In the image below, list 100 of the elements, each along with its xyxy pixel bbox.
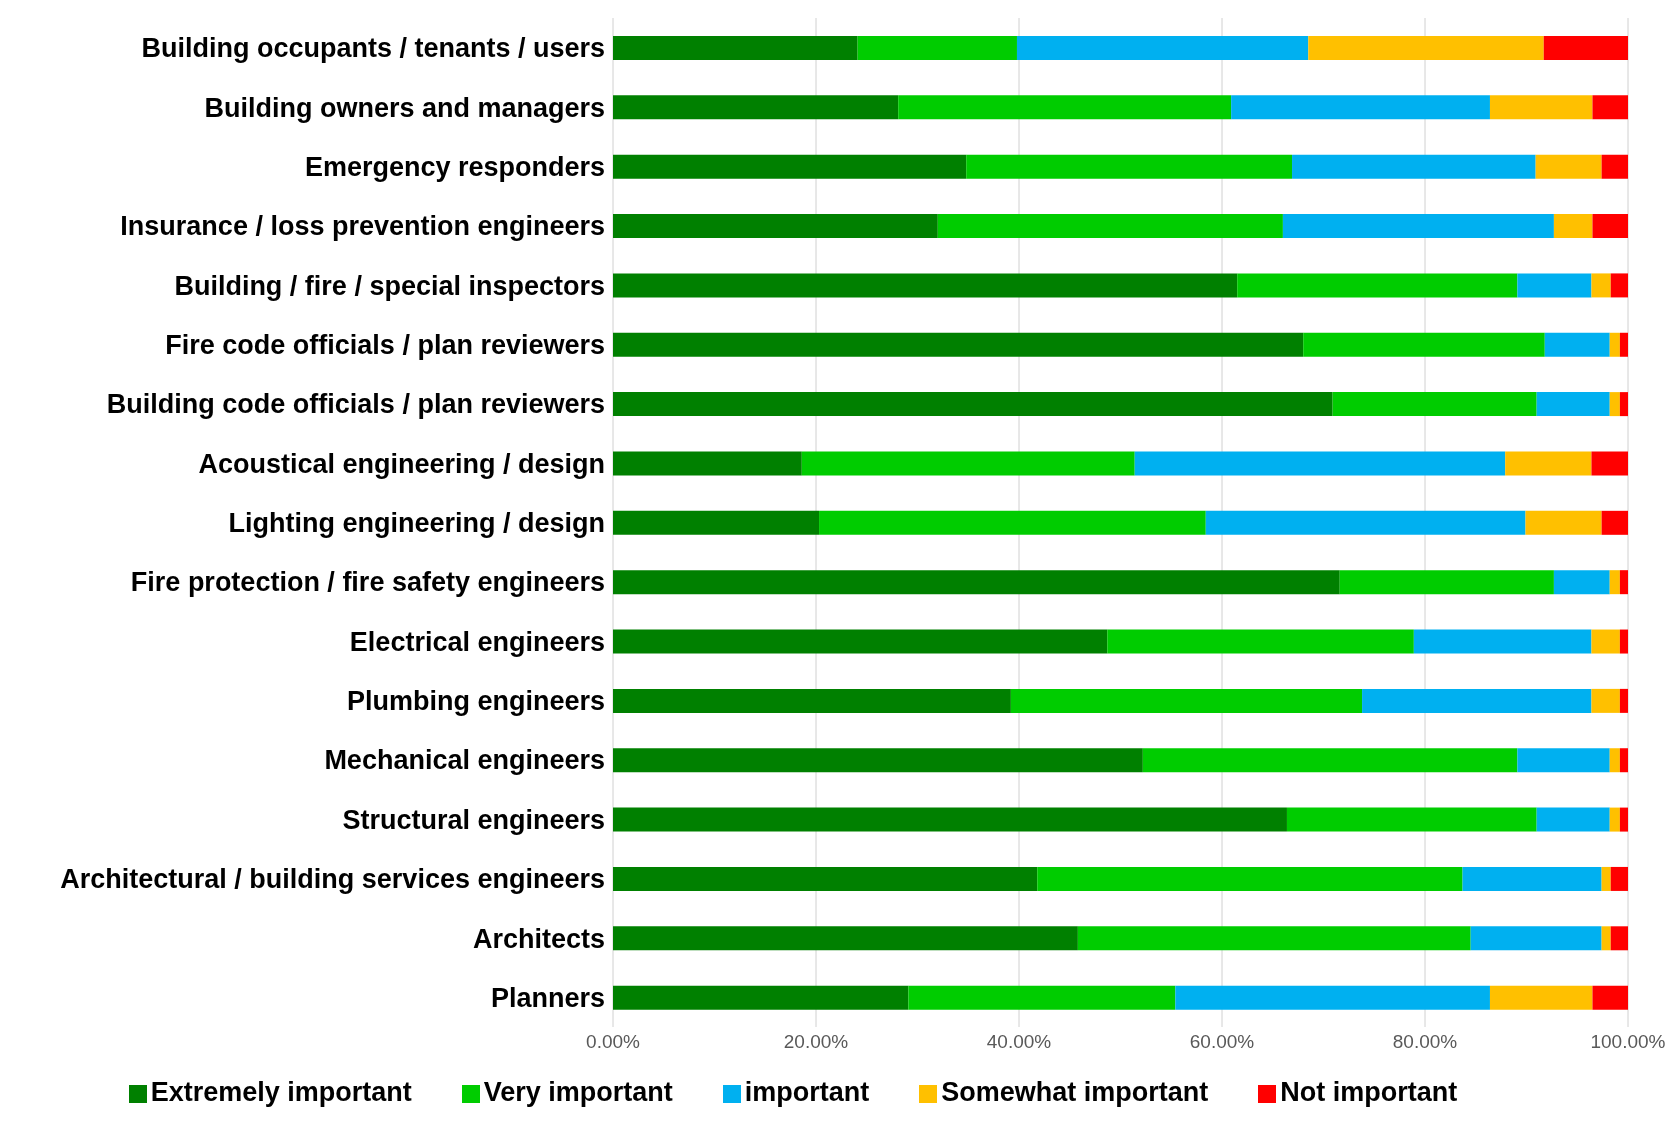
bar	[1525, 510, 1602, 535]
bar	[1470, 926, 1602, 951]
bar	[1591, 273, 1611, 298]
bar	[1591, 629, 1620, 654]
bar	[1282, 214, 1554, 239]
bar	[1413, 629, 1592, 654]
bar	[1536, 807, 1610, 832]
y-tick-label: Building / fire / special inspectors	[174, 270, 605, 301]
bar	[613, 273, 1238, 298]
bar	[613, 807, 1287, 832]
y-tick-label: Architects	[472, 923, 605, 954]
bar	[1286, 807, 1537, 832]
bar	[937, 214, 1283, 239]
bar	[1292, 154, 1536, 179]
y-tick-label: Fire code officials / plan reviewers	[165, 330, 605, 361]
bar	[1609, 392, 1620, 417]
legend-label: Somewhat important	[941, 1077, 1209, 1107]
bar	[613, 688, 1011, 713]
bar	[613, 392, 1333, 417]
bar	[1489, 985, 1593, 1010]
bar	[1592, 214, 1628, 239]
y-tick-label: Building owners and managers	[204, 92, 605, 123]
bar	[1619, 570, 1628, 595]
bar	[1535, 154, 1602, 179]
bar	[1489, 95, 1593, 120]
bar	[1601, 510, 1628, 535]
bar	[1610, 926, 1628, 951]
bar	[1517, 273, 1592, 298]
y-tick-label: Electrical engineers	[349, 626, 605, 657]
bar	[613, 154, 967, 179]
bar	[1591, 688, 1620, 713]
x-tick-label: 80.00%	[1392, 1031, 1458, 1053]
bar	[1609, 807, 1620, 832]
bar	[1619, 392, 1628, 417]
bar	[1107, 629, 1414, 654]
bar	[1016, 36, 1309, 60]
bar	[613, 985, 909, 1010]
bar	[801, 451, 1135, 476]
bar	[1462, 866, 1602, 891]
y-tick-label: Building code officials / plan reviewers	[106, 389, 605, 420]
bar	[613, 748, 1143, 773]
y-tick-label: Emergency responders	[304, 151, 605, 182]
bar	[613, 510, 820, 535]
legend-label: Not important	[1280, 1077, 1458, 1107]
bar	[1175, 985, 1490, 1010]
y-tick-label: Structural engineers	[342, 804, 605, 835]
bar	[1619, 332, 1628, 357]
bar	[1077, 926, 1471, 951]
bar	[1517, 748, 1610, 773]
bar	[1362, 688, 1592, 713]
bar	[1619, 629, 1628, 654]
y-tick-label: Architectural / building services engineers	[60, 864, 605, 895]
bar	[1609, 570, 1620, 595]
bar	[898, 95, 1232, 120]
bar	[1303, 332, 1545, 357]
bar	[857, 36, 1017, 60]
bar	[1601, 154, 1628, 179]
bar	[1619, 807, 1628, 832]
x-tick-label: 20.00%	[783, 1031, 849, 1053]
legend-label: important	[744, 1077, 870, 1107]
y-tick-label: Fire protection / fire safety engineers	[130, 567, 605, 598]
y-tick-label: Planners	[490, 982, 605, 1013]
bar	[613, 332, 1304, 357]
bar	[1610, 273, 1628, 298]
bar	[1553, 570, 1610, 595]
y-tick-label: Plumbing engineers	[346, 686, 605, 717]
y-tick-label: Insurance / loss prevention engineers	[120, 211, 605, 242]
bar	[1142, 748, 1518, 773]
bar	[613, 570, 1340, 595]
bar	[1592, 985, 1628, 1010]
bar	[1536, 392, 1610, 417]
bar	[1231, 95, 1490, 120]
bar	[1037, 866, 1463, 891]
bar	[1237, 273, 1518, 298]
bar	[1010, 688, 1363, 713]
bar	[613, 95, 899, 120]
bar	[1339, 570, 1554, 595]
y-tick-label: Acoustical engineering / design	[198, 448, 605, 479]
y-tick-label: Building occupants / tenants / users	[141, 33, 605, 64]
bar	[1544, 332, 1610, 357]
x-tick-label: 40.00%	[986, 1031, 1052, 1053]
bar	[1601, 926, 1611, 951]
bar	[1553, 214, 1593, 239]
x-tick-label: 100.00%	[1590, 1031, 1666, 1053]
x-tick-label: 60.00%	[1189, 1031, 1255, 1053]
bar	[613, 926, 1078, 951]
bar	[1619, 688, 1628, 713]
y-tick-label: Lighting engineering / design	[228, 508, 605, 539]
bar	[1609, 332, 1620, 357]
bar	[613, 866, 1038, 891]
bar	[1610, 866, 1628, 891]
bar	[1592, 95, 1628, 120]
x-tick-label: 0.00%	[586, 1031, 641, 1053]
y-tick-label: Mechanical engineers	[324, 745, 605, 776]
bar	[1601, 866, 1611, 891]
bar	[1543, 36, 1628, 60]
bar	[613, 629, 1108, 654]
bar	[1134, 451, 1506, 476]
bar	[1205, 510, 1526, 535]
bar	[1591, 451, 1628, 476]
